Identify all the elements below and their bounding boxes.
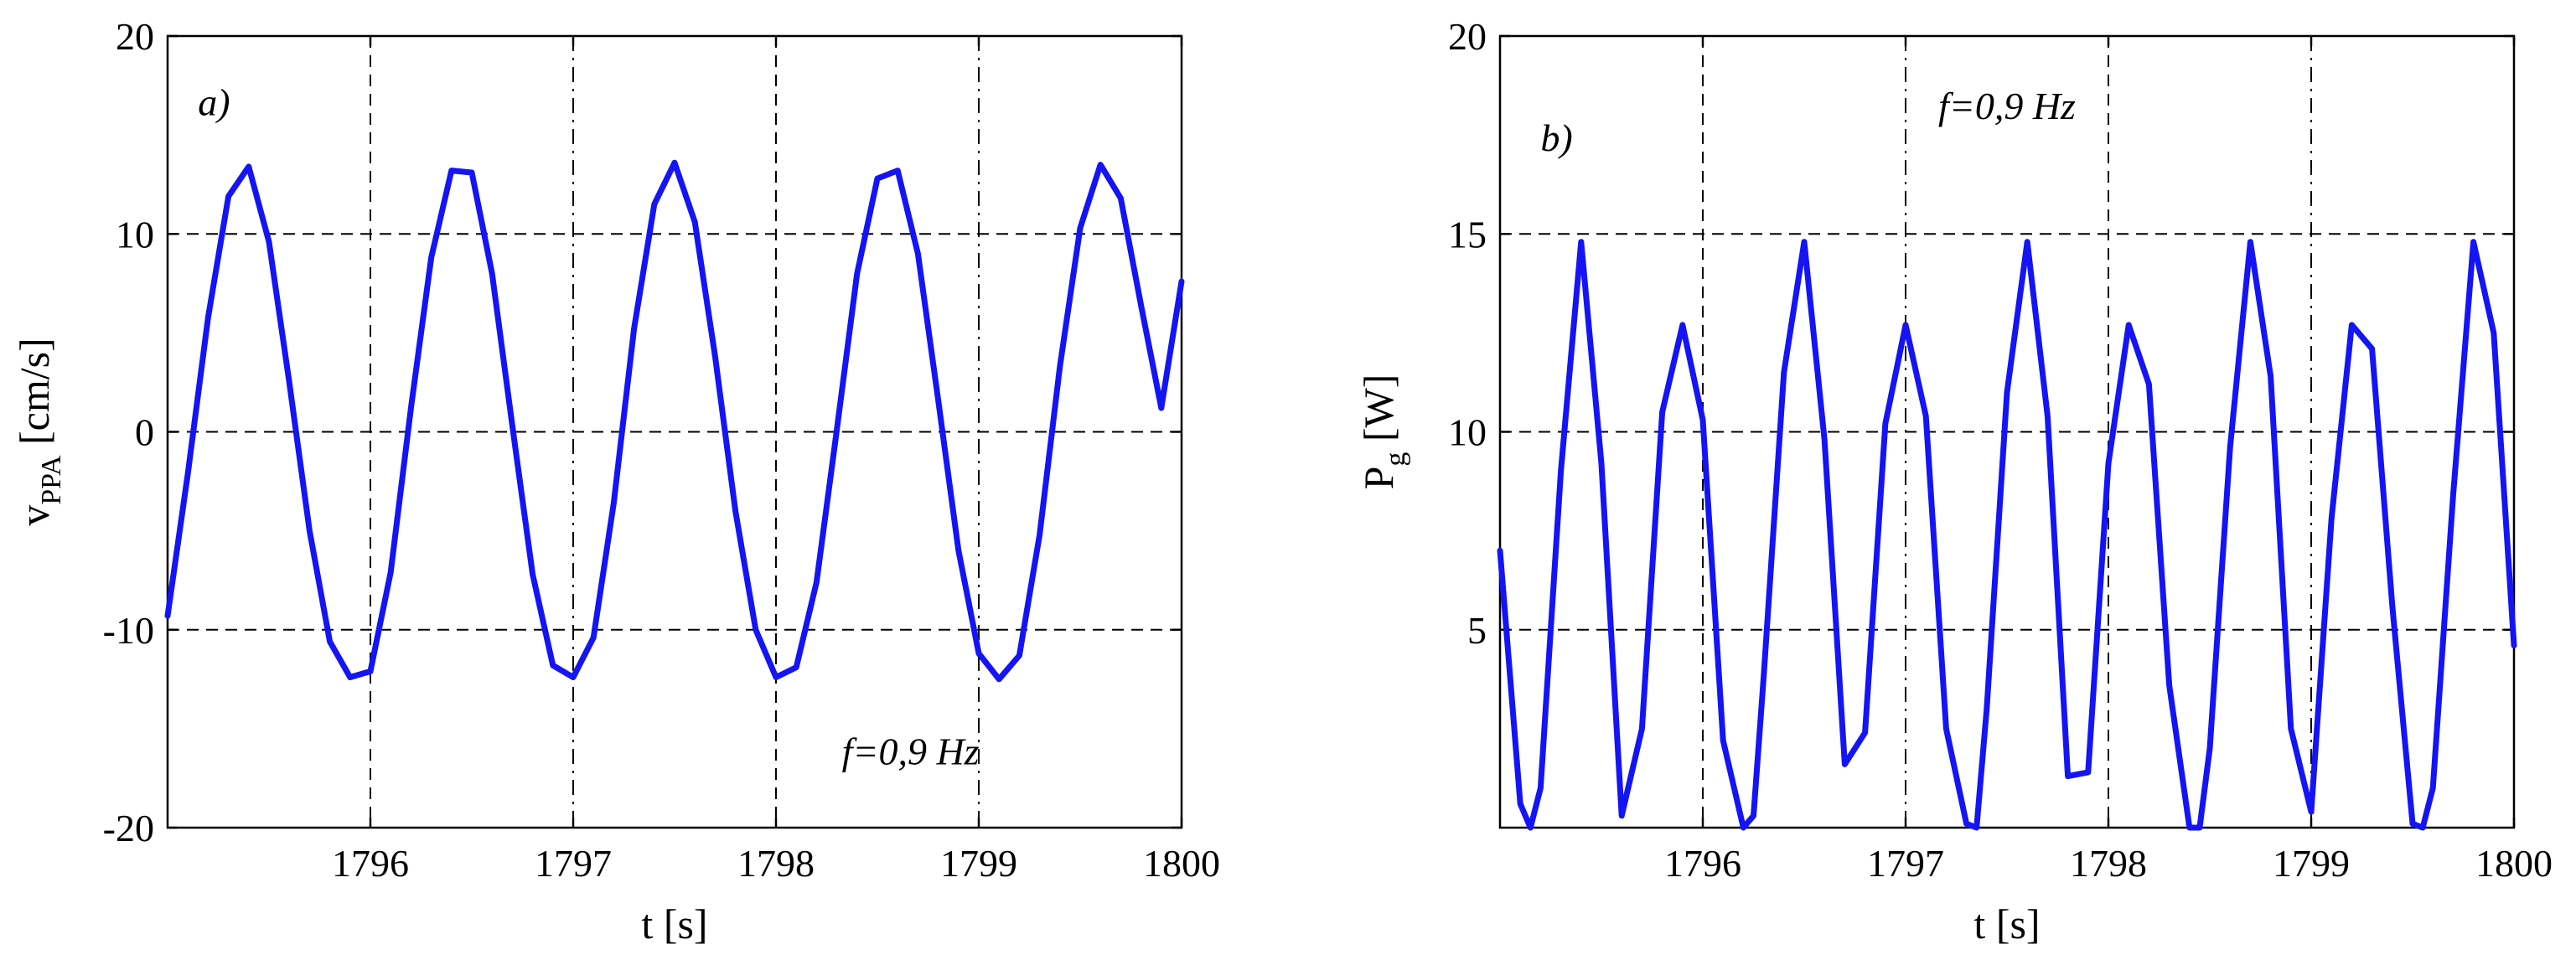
y-tick-label: 20: [116, 15, 154, 58]
x-tick-label: 1797: [1867, 842, 1944, 885]
series-line-0: [1497, 239, 2517, 831]
y-axis-label-unit: [cm/s]: [11, 338, 58, 455]
x-tick-label: 1800: [2475, 842, 2553, 885]
x-tick-label: 1796: [332, 842, 409, 885]
x-tick-label: 1798: [737, 842, 815, 885]
y-axis-label-main: v: [11, 505, 58, 526]
y-tick-label: 15: [1448, 213, 1487, 255]
y-tick-label: 10: [116, 213, 154, 255]
y-tick-label: 0: [135, 411, 154, 454]
y-axis-label-subscript: PPA: [36, 455, 67, 505]
y-tick-label: 5: [1467, 609, 1487, 652]
x-tick-label: 1798: [2070, 842, 2147, 885]
x-axis-label: t [s]: [641, 901, 707, 947]
x-axis-label: t [s]: [1973, 901, 2040, 947]
panel-label: a): [198, 81, 230, 124]
x-tick-label: 1797: [535, 842, 612, 885]
panel-label: b): [1540, 116, 1572, 159]
y-axis-label: Pg [W]: [1355, 374, 1411, 490]
y-tick-label: 20: [1448, 15, 1487, 58]
series-line-0: [164, 159, 1185, 683]
y-axis-label: vPPA [cm/s]: [11, 338, 67, 526]
x-tick-label: 1799: [940, 842, 1017, 885]
y-tick-label: -20: [103, 807, 154, 849]
y-axis-label-subscript: g: [1380, 452, 1411, 467]
y-axis-label-unit: [W]: [1355, 374, 1402, 452]
x-tick-label: 1796: [1664, 842, 1741, 885]
y-tick-label: -10: [103, 609, 154, 652]
frequency-annotation: f=0,9 Hz: [1938, 85, 2076, 127]
panel-0: 1796 1797 1798 1799 1800 -20 -10 0 10 20 t [s] vPPA…: [11, 15, 1220, 947]
frequency-annotation: f=0,9 Hz: [842, 730, 980, 772]
x-tick-label: 1799: [2273, 842, 2350, 885]
y-tick-label: 10: [1448, 411, 1487, 454]
panel-1: 1796 1797 1798 1799 1800 5 10 15 20 t [s] Pg [W] b)…: [1355, 15, 2553, 947]
y-axis-label-main: P: [1355, 467, 1402, 490]
x-tick-label: 1800: [1143, 842, 1220, 885]
